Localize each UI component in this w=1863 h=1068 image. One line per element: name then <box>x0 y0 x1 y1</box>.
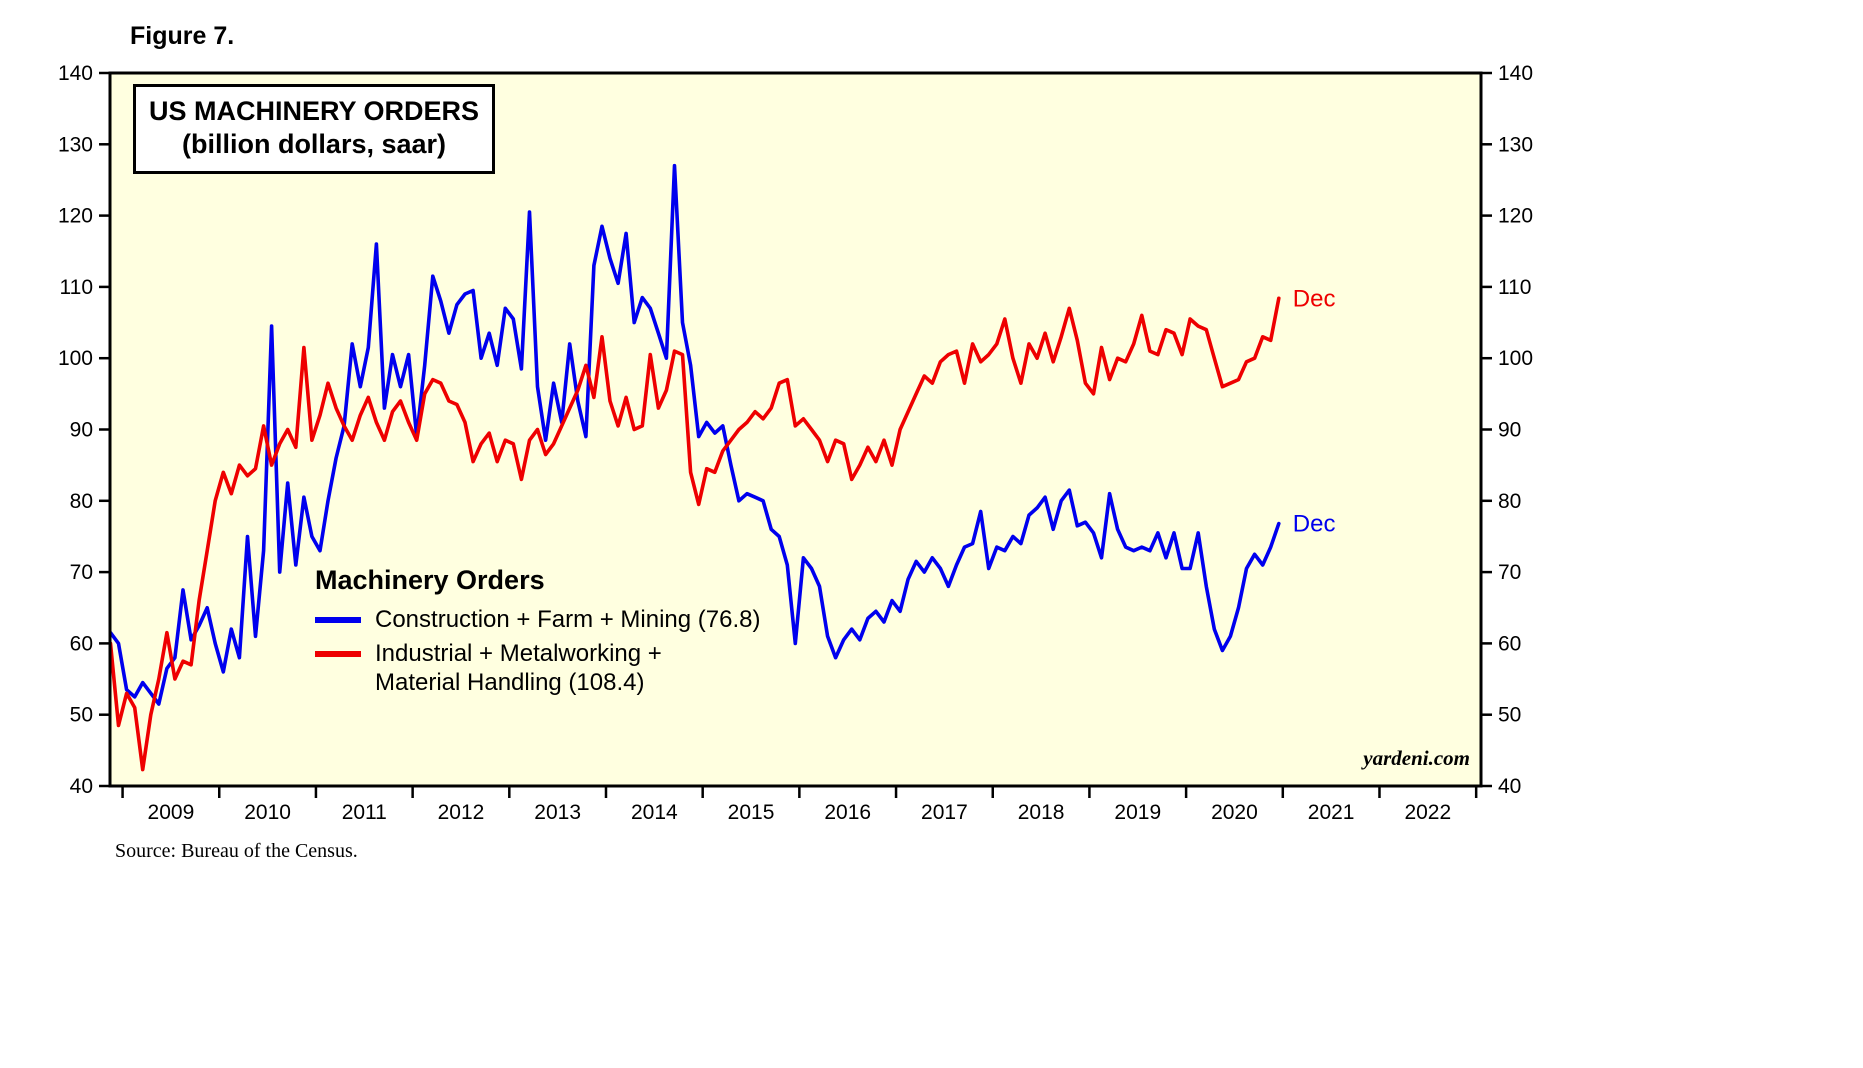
y-axis-label-left: 60 <box>70 632 93 655</box>
blue-series-line <box>110 163 1281 706</box>
x-axis-year-label: 2016 <box>824 801 871 824</box>
y-axis-label-left: 50 <box>70 704 93 727</box>
legend-entry-red-label: Industrial + Metalworking + Material Han… <box>375 640 662 697</box>
legend-entry-blue-label: Construction + Farm + Mining (76.8) <box>375 606 761 633</box>
y-axis-label-right: 130 <box>1498 133 1533 156</box>
red-series-line <box>110 296 1281 772</box>
blue-line-swatch <box>315 617 361 623</box>
y-axis-label-right: 80 <box>1498 490 1521 513</box>
x-axis-year-label: 2018 <box>1018 801 1065 824</box>
x-axis-year-label: 2012 <box>438 801 485 824</box>
y-axis-label-right: 60 <box>1498 632 1521 655</box>
blue-series-end-label: Dec <box>1293 511 1336 538</box>
y-axis-label-right: 110 <box>1498 276 1531 299</box>
chart-legend: Machinery Orders Construction + Farm + M… <box>315 565 761 703</box>
x-axis-year-label: 2017 <box>921 801 968 824</box>
legend-entry-red: Industrial + Metalworking + Material Han… <box>315 640 761 697</box>
y-axis-label-right: 50 <box>1498 704 1521 727</box>
legend-entry-blue: Construction + Farm + Mining (76.8) <box>315 606 761 634</box>
y-axis-label-left: 100 <box>58 347 93 370</box>
watermark-yardeni: yardeni.com <box>1363 746 1470 770</box>
x-axis-year-label: 2019 <box>1114 801 1161 824</box>
y-axis-label-left: 40 <box>70 775 93 798</box>
y-axis-label-left: 120 <box>58 205 93 228</box>
y-axis-label-right: 100 <box>1498 347 1533 370</box>
red-series-end-label: Dec <box>1293 285 1336 312</box>
plot-frame <box>108 71 1483 788</box>
legend-heading: Machinery Orders <box>315 565 545 595</box>
y-axis-label-right: 90 <box>1498 419 1521 442</box>
y-axis-label-right: 40 <box>1498 775 1521 798</box>
red-line-swatch <box>315 651 361 658</box>
chart-title-line2: (billion dollars, saar) <box>181 128 447 159</box>
x-axis-year-label: 2010 <box>244 801 291 824</box>
y-axis-label-left: 90 <box>70 419 93 442</box>
x-axis-year-label: 2020 <box>1211 801 1258 824</box>
y-axis-label-left: 70 <box>70 561 93 584</box>
y-axis-label-right: 70 <box>1498 561 1521 584</box>
source-line: Source: Bureau of the Census. <box>115 840 358 862</box>
x-axis-year-label: 2013 <box>534 801 581 824</box>
figure-label: Figure 7. <box>130 22 235 50</box>
x-axis-year-label: 2021 <box>1308 801 1355 824</box>
y-axis-label-left: 130 <box>58 133 93 156</box>
y-axis-label-left: 110 <box>60 276 93 299</box>
plot-area-background <box>110 73 1481 786</box>
chart-title-line1: US MACHINERY ORDERS <box>148 96 480 126</box>
y-axis-label-left: 140 <box>58 62 93 85</box>
legend-entry-red-label-line2: Material Handling (108.4) <box>375 668 645 696</box>
x-axis-year-label: 2009 <box>148 801 195 824</box>
x-axis-year-label: 2022 <box>1404 801 1451 824</box>
x-axis-year-label: 2015 <box>728 801 775 824</box>
y-axis-label-right: 120 <box>1498 205 1533 228</box>
chart-title-box: US MACHINERY ORDERS (billion dollars, sa… <box>133 84 495 174</box>
x-axis-year-label: 2014 <box>631 801 678 824</box>
legend-entry-red-label-line1: Industrial + Metalworking + <box>375 640 662 668</box>
x-axis-year-label: 2011 <box>342 801 387 824</box>
y-axis-label-left: 80 <box>70 490 93 513</box>
y-axis-label-right: 140 <box>1498 62 1533 85</box>
